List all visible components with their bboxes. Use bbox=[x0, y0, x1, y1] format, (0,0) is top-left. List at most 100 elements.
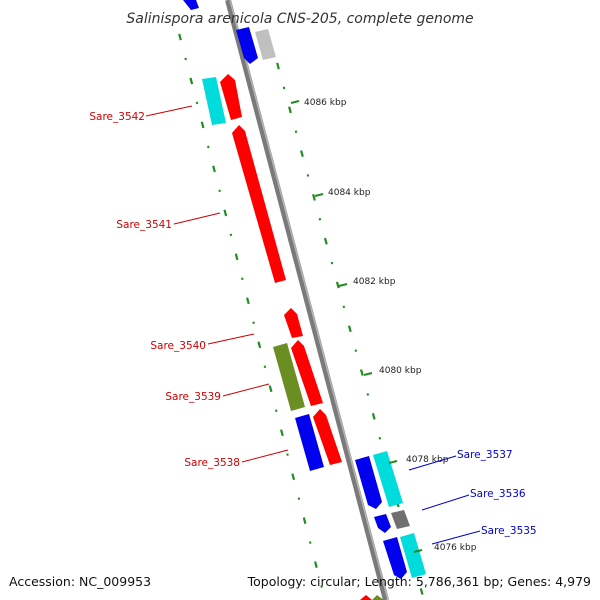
major-tick bbox=[212, 165, 216, 173]
minor-tick bbox=[330, 261, 334, 265]
leader-sare-3542 bbox=[145, 105, 193, 117]
major-tick bbox=[200, 121, 205, 129]
gene-sare-3541[interactable] bbox=[232, 125, 286, 283]
gene-sare-3538[interactable] bbox=[295, 414, 324, 471]
minor-tick bbox=[275, 409, 278, 413]
forward-strand-genes bbox=[236, 27, 426, 600]
major-tick bbox=[302, 517, 307, 524]
major-tick bbox=[288, 106, 292, 114]
major-tick bbox=[276, 62, 280, 70]
gene-label-sare-3537[interactable]: Sare_3537 bbox=[457, 449, 513, 461]
gene-sare-3537[interactable] bbox=[373, 451, 403, 507]
gene-label-sare-3541[interactable]: Sare_3541 bbox=[116, 219, 172, 231]
gene-sare-3542[interactable] bbox=[220, 74, 242, 120]
scale-label: 4080 kbp bbox=[379, 366, 422, 376]
major-tick bbox=[314, 561, 318, 568]
minor-tick bbox=[195, 101, 199, 105]
leader-sare-3537 bbox=[408, 455, 457, 471]
major-tick bbox=[300, 150, 304, 157]
scale-label: 4076 kbp bbox=[434, 543, 477, 553]
gene-sare-3536-blue[interactable] bbox=[374, 514, 391, 533]
major-tick bbox=[246, 297, 250, 305]
major-tick bbox=[257, 341, 262, 349]
minor-tick bbox=[318, 217, 322, 221]
gene-sare-3535-blue[interactable] bbox=[383, 537, 407, 579]
gene-label-sare-3536[interactable]: Sare_3536 bbox=[470, 488, 526, 500]
gene-sare-3535[interactable] bbox=[400, 533, 426, 578]
minor-tick bbox=[241, 277, 244, 281]
major-tick bbox=[234, 253, 239, 261]
scale-tick bbox=[388, 460, 398, 464]
major-tick bbox=[189, 77, 194, 85]
minor-tick bbox=[263, 365, 267, 369]
minor-tick bbox=[308, 541, 312, 544]
minor-tick bbox=[286, 453, 289, 456]
reverse-strand-genes bbox=[183, 0, 342, 471]
major-tick bbox=[312, 194, 316, 201]
scale-tick bbox=[363, 372, 373, 376]
gene-label-sare-3542[interactable]: Sare_3542 bbox=[89, 111, 145, 123]
major-tick bbox=[178, 33, 182, 41]
gene-labels: Sare_3542 Sare_3541 Sare_3540 Sare_3539 … bbox=[89, 111, 536, 537]
gene-sare-3540[interactable] bbox=[284, 308, 303, 338]
gene-sare-3537-blue[interactable] bbox=[355, 456, 382, 509]
gene-label-sare-3535[interactable]: Sare_3535 bbox=[481, 525, 537, 537]
scale-labels: 4086 kbp 4084 kbp 4082 kbp 4080 kbp 4078… bbox=[290, 98, 477, 553]
gene-top-blue[interactable] bbox=[236, 27, 258, 64]
minor-tick bbox=[366, 393, 370, 396]
minor-tick bbox=[342, 305, 346, 309]
accession-text: Accession: NC_009953 bbox=[9, 574, 151, 589]
major-tick bbox=[359, 369, 364, 376]
minor-tick bbox=[207, 145, 210, 149]
minor-tick bbox=[184, 57, 187, 61]
scale-label: 4086 kbp bbox=[304, 98, 347, 108]
scale-label: 4082 kbp bbox=[353, 277, 396, 287]
major-tick bbox=[223, 209, 228, 217]
major-tick bbox=[280, 429, 284, 437]
minor-tick bbox=[218, 189, 221, 193]
gene-label-sare-3540[interactable]: Sare_3540 bbox=[150, 340, 206, 352]
scale-label: 4084 kbp bbox=[328, 188, 371, 198]
major-tick bbox=[291, 473, 296, 481]
map-title: Salinispora arenicola CNS-205, complete … bbox=[126, 11, 473, 27]
gene-top-gray[interactable] bbox=[255, 29, 276, 60]
genome-summary-text: Topology: circular; Length: 5,786,361 bp… bbox=[247, 574, 591, 589]
gene-sare-3536[interactable] bbox=[391, 510, 410, 529]
minor-tick bbox=[378, 436, 382, 440]
genome-backbone bbox=[225, 0, 389, 600]
leader-sare-3540 bbox=[207, 333, 255, 345]
major-tick bbox=[335, 281, 340, 289]
gene-sare-3542-cyan[interactable] bbox=[202, 77, 226, 125]
gene-bottom-olive[interactable] bbox=[372, 595, 384, 600]
scale-tick bbox=[338, 283, 348, 287]
major-tick bbox=[371, 413, 376, 420]
minor-tick bbox=[229, 233, 233, 237]
inner-tick-track bbox=[178, 33, 323, 588]
gene-top-left[interactable] bbox=[183, 0, 199, 10]
major-tick bbox=[323, 237, 328, 245]
gene-sare-3538-red[interactable] bbox=[313, 409, 342, 465]
genome-backbone-highlight bbox=[229, 0, 389, 600]
gene-sare-3539-red[interactable] bbox=[291, 340, 323, 406]
minor-tick bbox=[354, 349, 358, 352]
gene-label-sare-3539[interactable]: Sare_3539 bbox=[165, 391, 221, 403]
leader-sare-3536 bbox=[421, 494, 470, 511]
leader-sare-3541 bbox=[173, 212, 221, 225]
gene-bottom-red[interactable] bbox=[360, 595, 372, 600]
gene-label-sare-3538[interactable]: Sare_3538 bbox=[184, 457, 240, 469]
label-leaders bbox=[145, 105, 481, 545]
leader-sare-3538 bbox=[241, 449, 289, 463]
major-tick bbox=[419, 588, 424, 595]
minor-tick bbox=[282, 86, 286, 90]
leader-sare-3535 bbox=[431, 530, 481, 545]
scale-label: 4078 kbp bbox=[406, 455, 449, 465]
scale-tick bbox=[413, 549, 423, 553]
minor-tick bbox=[294, 130, 298, 134]
major-tick bbox=[268, 385, 273, 393]
scale-tick bbox=[314, 193, 324, 197]
minor-tick bbox=[320, 585, 323, 588]
minor-tick bbox=[252, 321, 255, 325]
gene-sare-3539[interactable] bbox=[273, 343, 305, 411]
minor-tick bbox=[306, 174, 310, 177]
